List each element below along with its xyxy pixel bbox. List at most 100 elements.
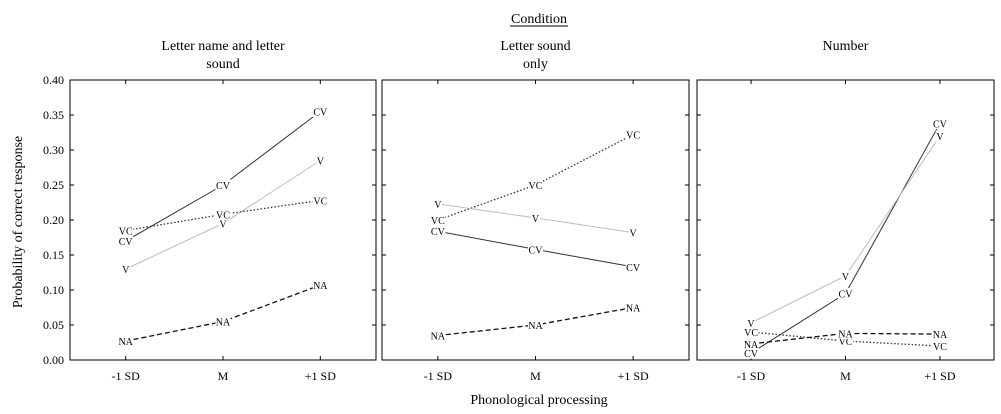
series-point-label: VC [839, 337, 853, 348]
series-point-label: CV [839, 290, 854, 301]
series-point-label: NA [118, 337, 133, 348]
x-tick-label: -1 SD [112, 369, 141, 383]
series-point-label: VC [216, 210, 230, 221]
series-label-bg [625, 302, 641, 313]
series-label-bg [528, 319, 543, 331]
series-label-bg [625, 261, 641, 273]
series-point-label: NA [626, 304, 641, 315]
x-tick-label: +1 SD [618, 369, 649, 383]
panel-title: only [523, 57, 548, 72]
series-point-label: CV [313, 108, 328, 119]
series-point-label: NA [528, 321, 543, 332]
series-point-label: V [317, 157, 325, 168]
y-tick-label: 0.10 [43, 283, 64, 297]
series-point-label: V [842, 272, 850, 283]
series-point-label: NA [744, 340, 759, 351]
series-label-bg [528, 179, 543, 191]
y-axis-label: Probability of correct response [11, 136, 26, 308]
series-line-na [125, 284, 321, 342]
series-point-label: CV [119, 237, 134, 248]
series-label-bg [118, 235, 134, 247]
series-label-bg [215, 316, 231, 327]
series-point-label: V [532, 214, 540, 225]
series-point-label: NA [216, 318, 231, 329]
series-label-bg [932, 340, 948, 352]
panel-frame [696, 79, 995, 361]
series-point-label: V [936, 132, 944, 143]
series-label-bg [743, 347, 759, 359]
panel-title: Letter sound [500, 39, 570, 54]
series-label-bg [841, 270, 850, 282]
series-point-label: NA [838, 329, 853, 340]
series-point-label: V [122, 265, 130, 276]
series-label-bg [746, 317, 756, 329]
x-tick-label: +1 SD [924, 369, 955, 383]
series-label-bg [838, 288, 853, 299]
y-tick-label: 0.40 [43, 73, 64, 87]
panel-title: Letter name and letter [161, 39, 285, 54]
series-point-label: V [630, 229, 638, 240]
series-label-bg [743, 326, 759, 338]
series-label-bg [531, 212, 540, 224]
x-axis-label: Phonological processing [470, 393, 607, 408]
y-tick-label: 0.25 [43, 178, 64, 192]
series-label-bg [215, 179, 231, 191]
series-point-label: VC [431, 216, 445, 227]
y-tick-label: 0.00 [43, 353, 64, 367]
series-point-label: V [434, 200, 442, 211]
series-label-bg [628, 227, 638, 239]
series-point-label: V [747, 319, 755, 330]
series-label-bg [528, 243, 543, 255]
series-point-label: NA [313, 281, 328, 292]
series-point-label: CV [933, 119, 948, 130]
series-label-bg [218, 218, 228, 229]
series-label-bg [312, 279, 328, 291]
series-label-bg [430, 330, 446, 341]
series-point-label: CV [431, 227, 446, 238]
series-point-label: VC [744, 328, 758, 339]
series-point-label: VC [313, 196, 327, 207]
condition-label: Condition [511, 12, 567, 27]
y-tick-label: 0.15 [43, 248, 64, 262]
series-label-bg [312, 194, 328, 206]
series-label-bg [433, 198, 443, 210]
y-tick-label: 0.30 [43, 143, 64, 157]
series-label-bg [316, 155, 325, 166]
series-point-label: CV [744, 349, 759, 360]
y-tick-label: 0.35 [43, 108, 64, 122]
x-tick-label: M [218, 369, 229, 383]
series-label-bg [932, 328, 948, 340]
series-point-label: VC [626, 131, 640, 142]
series-point-label: CV [216, 181, 231, 192]
panels: Letter name and letter sound 0.00 0.05 0.10 0… [43, 39, 995, 383]
x-tick-label: -1 SD [424, 369, 453, 383]
series-label-bg [932, 117, 948, 129]
series-point-label: VC [529, 181, 543, 192]
panel-title: Number [823, 39, 869, 54]
series-line-vc [437, 134, 634, 221]
series-label-bg [743, 338, 759, 350]
series-label-bg [121, 263, 130, 275]
series-point-label: V [219, 220, 227, 231]
series-label-bg [215, 208, 231, 220]
y-tick-label: 0.05 [43, 318, 64, 332]
panel-title: sound [206, 57, 239, 72]
x-tick-label: M [840, 369, 851, 383]
x-tick-label: -1 SD [737, 369, 766, 383]
series-label-bg [118, 335, 134, 347]
series-line-cv [750, 123, 941, 354]
y-tick-label: 0.20 [43, 213, 64, 227]
series-label-bg [430, 214, 446, 226]
series-label-bg [430, 225, 446, 237]
panel-1: Letter name and letter sound 0.00 0.05 0.10 0… [43, 39, 377, 383]
x-tick-label: +1 SD [305, 369, 336, 383]
series-label-bg [935, 130, 945, 142]
series-point-label: NA [933, 330, 948, 341]
series-point-label: VC [119, 227, 133, 238]
series-point-label: CV [529, 245, 544, 256]
series-label-bg [118, 225, 134, 236]
